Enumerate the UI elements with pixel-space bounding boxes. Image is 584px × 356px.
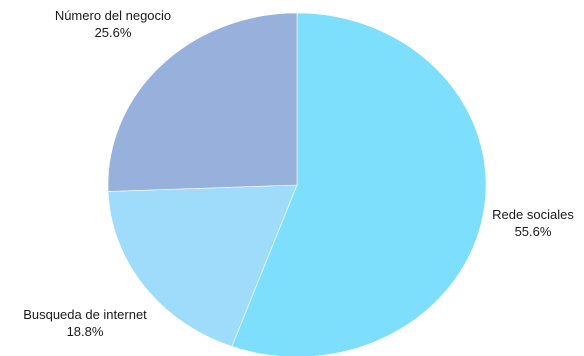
slice-value-busqueda-de-internet: 18.8% bbox=[67, 324, 104, 339]
slice-value-rede-sociales: 55.6% bbox=[515, 224, 552, 239]
pie-slice-busqueda-de-internet bbox=[107, 184, 298, 347]
slice-label-numero-del-negocio: Número del negocio bbox=[55, 8, 171, 23]
slice-label-busqueda-de-internet: Busqueda de internet bbox=[23, 307, 147, 322]
pie-slice-rede-sociales bbox=[231, 12, 487, 356]
pie-slice-numero-del-negocio bbox=[107, 12, 298, 192]
pie-labels: Rede sociales 55.6% Busqueda de internet… bbox=[23, 8, 574, 339]
slice-label-rede-sociales: Rede sociales bbox=[492, 207, 574, 222]
pie-slices bbox=[107, 12, 487, 356]
slice-value-numero-del-negocio: 25.6% bbox=[95, 25, 132, 40]
